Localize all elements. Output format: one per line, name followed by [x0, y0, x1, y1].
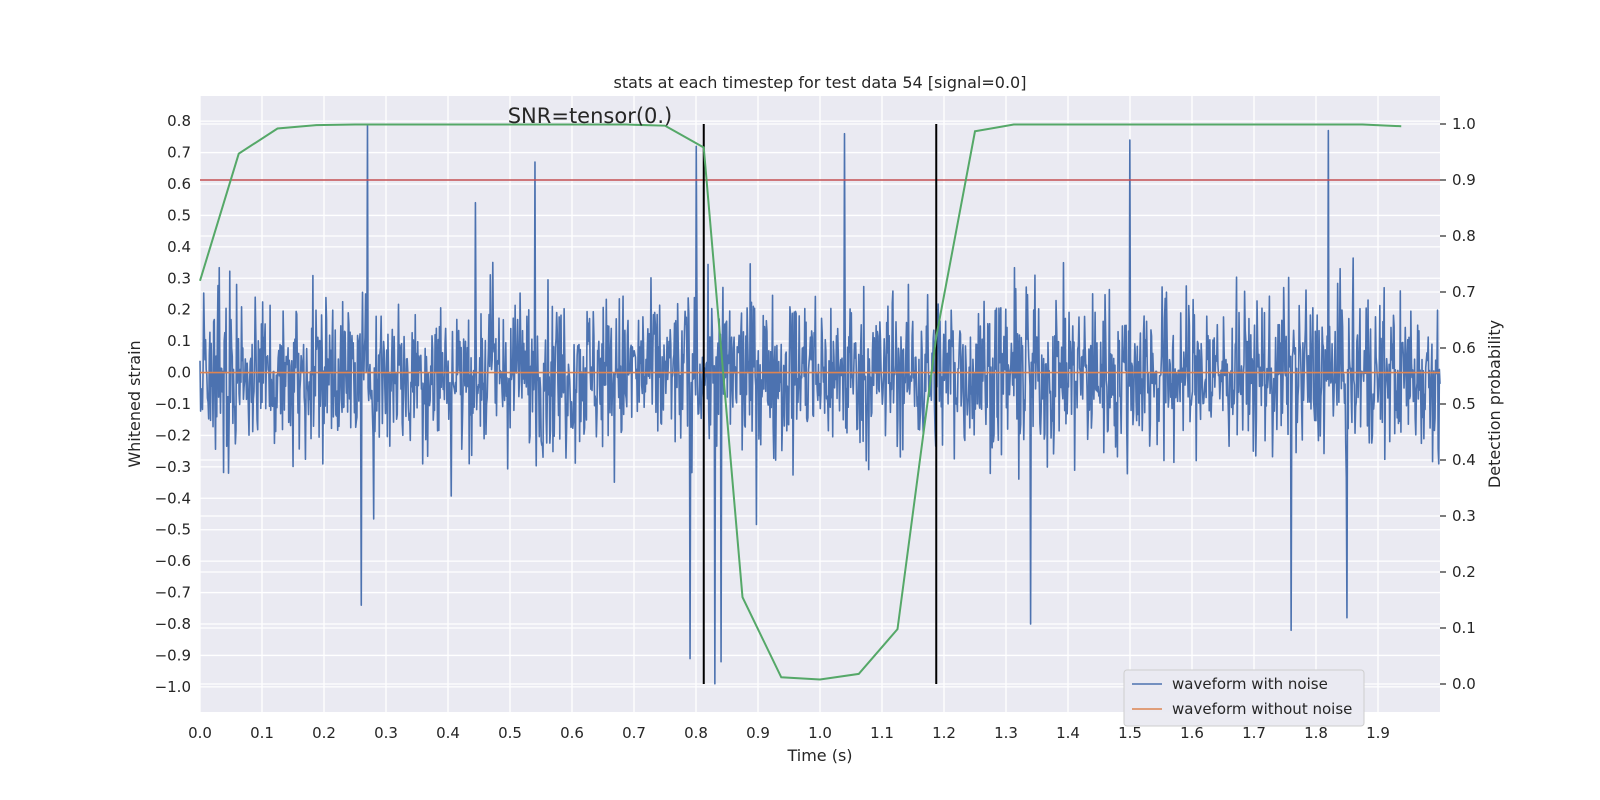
- noise-trace: [199, 123, 1441, 685]
- y-right-tick-label: 1.0: [1452, 115, 1476, 133]
- x-tick-label: 0.7: [622, 724, 646, 742]
- y-left-tick-label: 0.6: [167, 175, 191, 193]
- y-left-tick-label: 0.1: [167, 332, 191, 350]
- x-tick-label: 1.2: [932, 724, 956, 742]
- y-left-axis-label: Whitened strain: [125, 340, 144, 467]
- x-tick-label: 0.1: [250, 724, 274, 742]
- y-left-tick-label: 0.5: [167, 206, 191, 224]
- vertical-markers: [702, 124, 938, 684]
- legend-label-clean: waveform without noise: [1172, 700, 1352, 718]
- y-right-tick-label: 0.3: [1452, 507, 1476, 525]
- y-left-tick-label: 0.7: [167, 144, 191, 162]
- y-right-tick-label: 0.4: [1452, 451, 1476, 469]
- x-tick-label: 0.4: [436, 724, 460, 742]
- y-left-tick-label: −0.7: [155, 584, 191, 602]
- series-detection-probability: [199, 123, 1402, 681]
- probability-trace: [199, 123, 1402, 681]
- y-left-tick-label: 0.4: [167, 238, 191, 256]
- y-right-axis-ticks: 1.0 0.9 0.8 0.7 0.6 0.5 0.4 0.3 0.2 0.1 0.0: [1440, 115, 1476, 693]
- x-tick-label: 0.6: [560, 724, 584, 742]
- x-tick-label: 0.3: [374, 724, 398, 742]
- x-tick-label: 1.5: [1118, 724, 1142, 742]
- x-tick-label: 0.5: [498, 724, 522, 742]
- y-left-tick-label: −0.4: [155, 489, 191, 507]
- y-left-tick-label: −0.2: [155, 426, 191, 444]
- y-right-tick-label: 0.1: [1452, 619, 1476, 637]
- y-left-tick-label: 0.0: [167, 364, 191, 382]
- y-left-tick-label: −0.1: [155, 395, 191, 413]
- y-right-tick-label: 0.7: [1452, 283, 1476, 301]
- legend-box: [1123, 669, 1365, 727]
- y-left-axis-ticks: 0.8 0.7 0.6 0.5 0.4 0.3 0.2 0.1 0.0 −0.1 −0.2 −0.3 −…: [155, 112, 191, 696]
- x-tick-label: 1.1: [870, 724, 894, 742]
- x-axis-label: Time (s): [786, 746, 852, 765]
- x-tick-label: 0.2: [312, 724, 336, 742]
- x-tick-label: 1.6: [1180, 724, 1204, 742]
- x-tick-label: 1.9: [1366, 724, 1390, 742]
- legend-label-noise: waveform with noise: [1172, 675, 1328, 693]
- x-axis-ticks: 0.0 0.1 0.2 0.3 0.4 0.5 0.6 0.7 0.8 0.9 1.0 1.1 1.2 1…: [188, 724, 1390, 742]
- x-tick-label: 0.0: [188, 724, 212, 742]
- y-right-axis-label: Detection probability: [1485, 320, 1504, 488]
- legend: waveform with noise waveform without noi…: [1123, 669, 1365, 727]
- x-tick-label: 1.3: [994, 724, 1018, 742]
- y-left-tick-label: −0.5: [155, 521, 191, 539]
- x-tick-label: 0.8: [684, 724, 708, 742]
- y-right-tick-label: 0.2: [1452, 563, 1476, 581]
- y-left-tick-label: 0.2: [167, 301, 191, 319]
- x-tick-label: 1.0: [808, 724, 832, 742]
- y-left-tick-label: −0.3: [155, 458, 191, 476]
- series-waveform-with-noise: [199, 123, 1441, 685]
- y-left-tick-label: 0.8: [167, 112, 191, 130]
- y-left-tick-label: 0.3: [167, 269, 191, 287]
- x-tick-label: 1.8: [1304, 724, 1328, 742]
- y-right-tick-label: 0.0: [1452, 675, 1476, 693]
- y-right-tick-label: 0.9: [1452, 171, 1476, 189]
- x-tick-label: 1.4: [1056, 724, 1080, 742]
- y-left-tick-label: −0.6: [155, 552, 191, 570]
- y-left-tick-label: −0.9: [155, 646, 191, 664]
- x-tick-label: 1.7: [1242, 724, 1266, 742]
- snr-annotation: SNR=tensor(0.): [508, 104, 673, 128]
- chart-title: stats at each timestep for test data 54 …: [614, 73, 1027, 92]
- y-right-tick-label: 0.5: [1452, 395, 1476, 413]
- y-left-tick-label: −0.8: [155, 615, 191, 633]
- y-left-tick-label: −1.0: [155, 678, 191, 696]
- x-tick-label: 0.9: [746, 724, 770, 742]
- y-right-tick-label: 0.8: [1452, 227, 1476, 245]
- y-right-tick-label: 0.6: [1452, 339, 1476, 357]
